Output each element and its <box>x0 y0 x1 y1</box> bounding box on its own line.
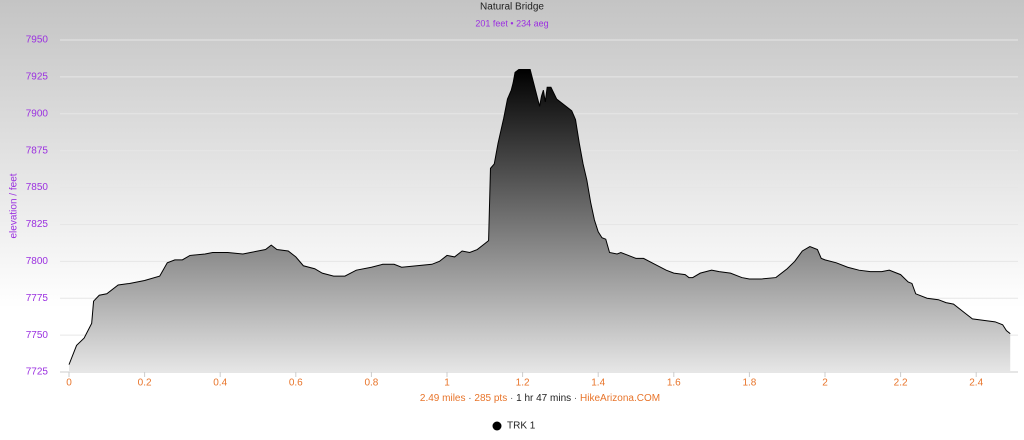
x-tick-label: 2.2 <box>894 378 908 389</box>
x-tick-label: 0.2 <box>138 378 152 389</box>
line <box>68 69 1011 365</box>
caption-separator: · <box>574 393 577 404</box>
x-tick-label: 1.8 <box>742 378 756 389</box>
y-tick-label: 7825 <box>26 219 49 230</box>
y-tick-label: 7775 <box>26 293 49 304</box>
x-tick-label: 2 <box>822 378 828 389</box>
caption-item: 2.49 miles <box>420 393 466 404</box>
y-tick-label: 7800 <box>26 256 49 267</box>
x-tick-label: 0 <box>66 378 72 389</box>
x-tick-label: 1.6 <box>667 378 681 389</box>
caption: 2.49 miles · 285 pts · 1 hr 47 mins · Hi… <box>420 393 660 404</box>
legend-label[interactable]: TRK 1 <box>507 421 536 432</box>
y-axis-title: elevation / feet <box>9 173 20 238</box>
y-tick-label: 7750 <box>26 330 49 341</box>
y-tick-label: 7850 <box>26 182 49 193</box>
area <box>69 69 1011 372</box>
x-tick-label: 2.4 <box>969 378 983 389</box>
chart-title: Natural Bridge <box>480 2 544 13</box>
caption-item: 1 hr 47 mins <box>516 393 571 404</box>
caption-separator: · <box>468 393 471 404</box>
y-tick-label: 7925 <box>26 72 49 83</box>
y-tick-label: 7950 <box>26 35 49 46</box>
caption-item: HikeArizona.COM <box>580 393 660 404</box>
chart-subtitle: 201 feet • 234 aeg <box>475 18 548 28</box>
x-tick-label: 1.4 <box>591 378 605 389</box>
y-tick-label: 7875 <box>26 145 49 156</box>
x-tick-label: 0.6 <box>289 378 303 389</box>
x-tick-label: 1 <box>444 378 450 389</box>
y-tick-label: 7725 <box>26 367 49 378</box>
legend-marker[interactable] <box>492 421 502 431</box>
x-tick-label: 0.4 <box>213 378 227 389</box>
x-tick-label: 1.2 <box>516 378 530 389</box>
caption-item: 285 pts <box>474 393 507 404</box>
x-tick-label: 0.8 <box>364 378 378 389</box>
caption-separator: · <box>510 393 513 404</box>
y-tick-label: 7900 <box>26 108 49 119</box>
